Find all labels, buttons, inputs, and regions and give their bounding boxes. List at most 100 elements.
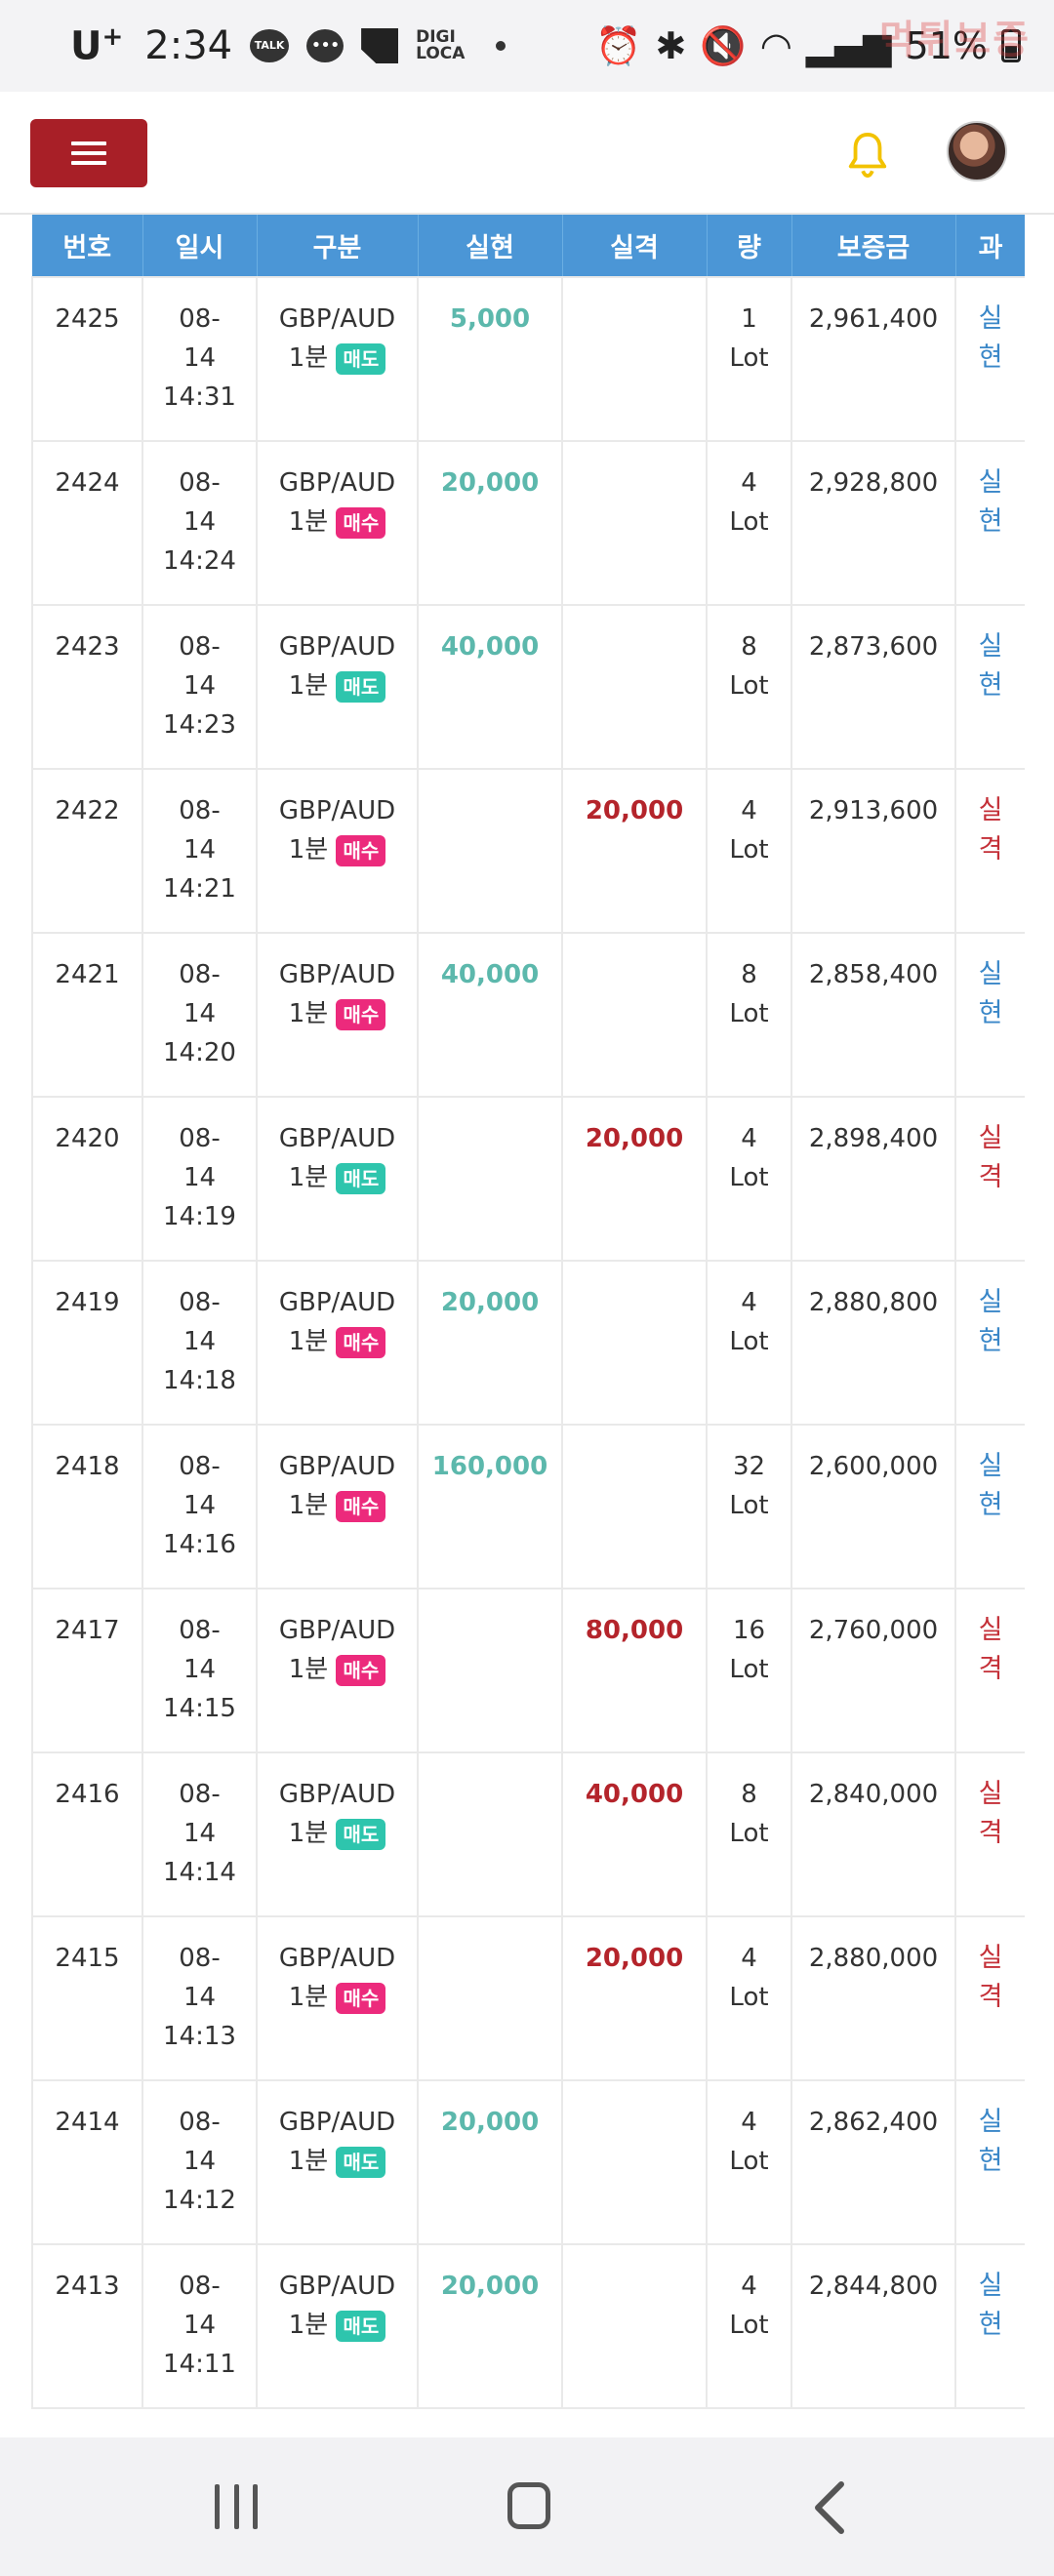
back-icon[interactable] [808, 2480, 851, 2535]
quantity-cell: 8 Lot [706, 604, 792, 770]
trade-day: 14 [182, 1819, 217, 1848]
digilocal-label: DIGI LOCA [416, 26, 466, 63]
loss-cell [561, 276, 708, 442]
column-header[interactable]: 량 [707, 215, 792, 277]
trade-number: 2417 [55, 1616, 120, 1645]
quantity-unit: Lot [729, 1819, 769, 1848]
table-row[interactable]: 2424 08- 14 14:24 GBP/AUD 1분 매수 20,000 4 Lot 2,92… [31, 440, 1025, 606]
loss-cell [561, 2243, 708, 2409]
trade-day: 14 [182, 1983, 217, 2012]
column-header[interactable]: 실격 [562, 215, 708, 277]
table-row[interactable]: 2419 08- 14 14:18 GBP/AUD 1분 매수 20,000 4 Lot 2,88… [31, 1260, 1025, 1426]
trade-day: 14 [182, 671, 217, 701]
currency-pair: GBP/AUD [278, 2108, 396, 2137]
trade-date: 08- [179, 632, 221, 662]
deposit-cell: 2,760,000 [790, 1588, 956, 1753]
bell-icon[interactable] [845, 131, 890, 180]
deposit-cell: 2,862,400 [790, 2079, 956, 2245]
timeframe: 1분 [288, 1327, 329, 1356]
side-badge: 매도 [336, 2310, 386, 2342]
trade-number-cell: 2418 [31, 1424, 143, 1590]
trade-number-cell: 2421 [31, 932, 143, 1098]
table-row[interactable]: 2420 08- 14 14:19 GBP/AUD 1분 매도 20,000 4 Lot 2,89… [31, 1096, 1025, 1262]
column-header[interactable]: 구분 [257, 215, 419, 277]
loss-amount: 40,000 [585, 1780, 684, 1809]
quantity: 4 [741, 2272, 757, 2301]
profit-cell: 20,000 [417, 2079, 563, 2245]
column-header[interactable]: 일시 [142, 215, 258, 277]
table-row[interactable]: 2413 08- 14 14:11 GBP/AUD 1분 매도 20,000 4 Lot 2,84… [31, 2243, 1025, 2409]
quantity-cell: 1 Lot [706, 276, 792, 442]
loss-cell [561, 2079, 708, 2245]
quantity-unit: Lot [729, 507, 769, 537]
trade-number: 2422 [55, 796, 120, 825]
column-header[interactable]: 보증금 [791, 215, 956, 277]
timeframe: 1분 [288, 999, 329, 1028]
table-row[interactable]: 2418 08- 14 14:16 GBP/AUD 1분 매수 160,000 32 Lot 2,… [31, 1424, 1025, 1590]
profit-amount: 40,000 [440, 960, 540, 989]
quantity-unit: Lot [729, 1327, 769, 1356]
currency-pair: GBP/AUD [278, 2272, 396, 2301]
table-row[interactable]: 2414 08- 14 14:12 GBP/AUD 1분 매도 20,000 4 Lot 2,86… [31, 2079, 1025, 2245]
loss-amount: 20,000 [585, 796, 684, 825]
home-icon[interactable] [507, 2482, 550, 2529]
trade-number: 2414 [55, 2108, 120, 2137]
datetime-cell: 08- 14 14:16 [142, 1424, 258, 1590]
trade-number: 2421 [55, 960, 120, 989]
recents-icon[interactable] [215, 2484, 258, 2529]
profit-amount: 20,000 [440, 2272, 540, 2301]
trade-number: 2424 [55, 468, 120, 498]
table-row[interactable]: 2421 08- 14 14:20 GBP/AUD 1분 매수 40,000 8 Lot 2,85… [31, 932, 1025, 1098]
trade-time: 14:13 [163, 2022, 236, 2051]
datetime-cell: 08- 14 14:23 [142, 604, 258, 770]
side-badge: 매도 [336, 670, 386, 703]
deposit-cell: 2,898,400 [790, 1096, 956, 1262]
side-badge: 매도 [336, 1818, 386, 1850]
table-row[interactable]: 2425 08- 14 14:31 GBP/AUD 1분 매도 5,000 1 Lot 2,961… [31, 276, 1025, 442]
table-row[interactable]: 2423 08- 14 14:23 GBP/AUD 1분 매도 40,000 8 Lot 2,87… [31, 604, 1025, 770]
trade-day: 14 [182, 1327, 217, 1356]
deposit-amount: 2,880,000 [808, 1944, 939, 1973]
table-row[interactable]: 2415 08- 14 14:13 GBP/AUD 1분 매수 20,000 4 Lot 2,88… [31, 1915, 1025, 2081]
trade-number: 2415 [55, 1944, 120, 1973]
deposit-amount: 2,600,000 [808, 1452, 939, 1481]
quantity: 8 [741, 960, 757, 989]
user-avatar[interactable] [947, 121, 1007, 181]
loss-cell [561, 440, 708, 606]
deposit-cell: 2,880,800 [790, 1260, 956, 1426]
column-header[interactable]: 과 [955, 215, 1025, 277]
column-header[interactable]: 실현 [418, 215, 563, 277]
profit-cell: 40,000 [417, 604, 563, 770]
battery-percentage: 51% [905, 24, 988, 67]
deposit-cell: 2,880,000 [790, 1915, 956, 2081]
trade-number-cell: 2413 [31, 2243, 143, 2409]
datetime-cell: 08- 14 14:13 [142, 1915, 258, 2081]
trade-number-cell: 2424 [31, 440, 143, 606]
trade-number-cell: 2422 [31, 768, 143, 934]
column-header[interactable]: 번호 [32, 215, 143, 277]
table-row[interactable]: 2422 08- 14 14:21 GBP/AUD 1분 매수 20,000 4 Lot 2,91… [31, 768, 1025, 934]
type-cell: GBP/AUD 1분 매도 [256, 1096, 419, 1262]
digilocal-icon [361, 27, 399, 63]
hamburger-icon[interactable] [30, 119, 147, 187]
loss-cell: 20,000 [561, 768, 708, 934]
table-row[interactable]: 2417 08- 14 14:15 GBP/AUD 1분 매수 80,000 16 Lot 2,7… [31, 1588, 1025, 1753]
table-row[interactable]: 2416 08- 14 14:14 GBP/AUD 1분 매도 40,000 8 Lot 2,84… [31, 1751, 1025, 1917]
trade-time: 14:31 [163, 382, 236, 412]
